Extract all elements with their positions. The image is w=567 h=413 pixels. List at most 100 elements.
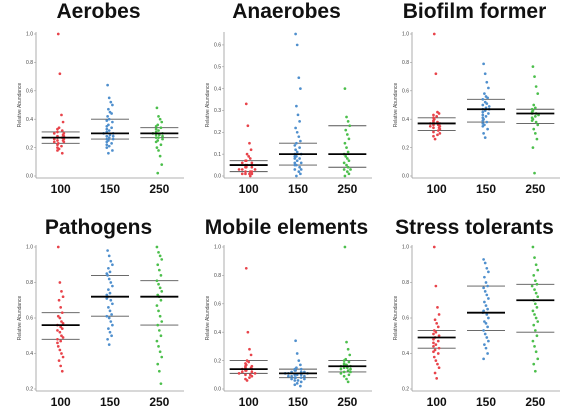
- y-tick-label: 0.2: [26, 145, 33, 151]
- data-point: [436, 129, 440, 132]
- data-point: [105, 134, 109, 138]
- data-point: [161, 137, 164, 141]
- data-point: [60, 129, 64, 132]
- data-point: [250, 165, 254, 169]
- data-point: [533, 345, 536, 348]
- data-point: [60, 144, 63, 148]
- data-point: [247, 154, 251, 158]
- data-point: [159, 334, 163, 338]
- data-point: [428, 124, 432, 128]
- data-point: [481, 110, 485, 114]
- y-axis-label: Relative Abundance: [205, 83, 211, 128]
- data-point: [106, 274, 109, 277]
- data-point: [435, 321, 439, 325]
- chart-title: Biofilm former: [402, 0, 547, 23]
- data-point: [157, 149, 160, 152]
- data-point: [61, 321, 65, 325]
- data-point: [299, 384, 302, 388]
- data-point: [347, 360, 351, 364]
- data-point: [533, 115, 537, 118]
- data-point: [487, 112, 490, 115]
- data-point: [58, 316, 62, 320]
- data-point: [57, 359, 61, 362]
- data-point: [482, 357, 485, 361]
- data-point: [107, 107, 110, 111]
- data-point: [155, 245, 159, 249]
- data-point: [105, 127, 109, 131]
- data-point: [155, 279, 159, 283]
- data-point: [159, 382, 163, 386]
- data-point: [240, 370, 244, 374]
- y-tick-label: 0.8: [402, 280, 409, 286]
- data-point: [246, 330, 250, 334]
- data-point: [531, 245, 535, 249]
- data-point: [299, 363, 302, 367]
- data-point: [56, 149, 59, 152]
- data-point: [484, 115, 488, 118]
- y-tick-label: 0.4: [214, 86, 221, 92]
- data-point: [52, 132, 56, 135]
- data-point: [436, 325, 440, 329]
- data-point: [535, 334, 539, 338]
- data-point: [482, 286, 485, 290]
- data-point: [161, 134, 164, 138]
- data-point: [481, 124, 485, 128]
- x-category-label: 100: [239, 182, 259, 196]
- data-point: [107, 266, 110, 270]
- data-point: [530, 119, 534, 122]
- data-point: [56, 127, 59, 131]
- x-category-label: 250: [337, 395, 357, 409]
- data-point: [293, 157, 297, 160]
- x-category-label: 150: [100, 395, 120, 409]
- data-point: [110, 112, 113, 115]
- data-point: [57, 298, 61, 302]
- data-point: [293, 379, 297, 382]
- data-point: [107, 327, 110, 330]
- data-point: [293, 383, 297, 387]
- data-point: [298, 157, 301, 160]
- chart-title: Pathogens: [44, 216, 153, 239]
- data-point: [535, 306, 539, 309]
- data-point: [295, 352, 299, 355]
- data-point: [111, 103, 114, 107]
- data-point: [253, 168, 257, 171]
- y-tick-label: 0.0: [214, 387, 221, 393]
- data-point: [434, 359, 438, 362]
- data-point: [250, 370, 254, 374]
- data-point: [299, 161, 303, 165]
- data-point: [287, 374, 290, 378]
- data-point: [299, 168, 303, 171]
- scatter-plot: 0.2 0.4 0.6 0.8 1.0 Relative Abundance 100 150 2…: [393, 245, 560, 409]
- data-point: [245, 379, 249, 382]
- data-point: [432, 355, 436, 359]
- data-point: [61, 355, 65, 359]
- y-tick-label: 0.0: [26, 174, 33, 180]
- data-point: [533, 369, 537, 373]
- data-point: [245, 152, 249, 156]
- data-point: [342, 168, 346, 171]
- data-point: [250, 374, 254, 378]
- data-point: [155, 106, 159, 110]
- data-point: [485, 266, 489, 270]
- y-tick-label: 1.0: [402, 32, 409, 38]
- data-point: [534, 120, 538, 124]
- chart-panel-3: Biofilm former 0.0 0.2 0.4 0.6 0.8 1.0 Relative…: [384, 0, 565, 200]
- data-point: [342, 370, 346, 374]
- data-point: [111, 263, 114, 267]
- data-point: [248, 347, 251, 351]
- data-point: [484, 304, 488, 307]
- data-point: [346, 120, 350, 123]
- data-point: [107, 151, 110, 155]
- data-point: [250, 161, 254, 165]
- data-point: [154, 140, 158, 144]
- x-category-label: 150: [476, 182, 496, 196]
- data-point: [533, 302, 537, 306]
- data-point: [253, 372, 257, 375]
- x-category-label: 250: [525, 182, 545, 196]
- data-point: [436, 362, 439, 366]
- data-point: [483, 136, 487, 140]
- data-point: [342, 374, 346, 378]
- data-point: [290, 374, 293, 378]
- y-tick-label: 0.6: [26, 89, 33, 95]
- chart-title: Mobile elements: [204, 216, 369, 239]
